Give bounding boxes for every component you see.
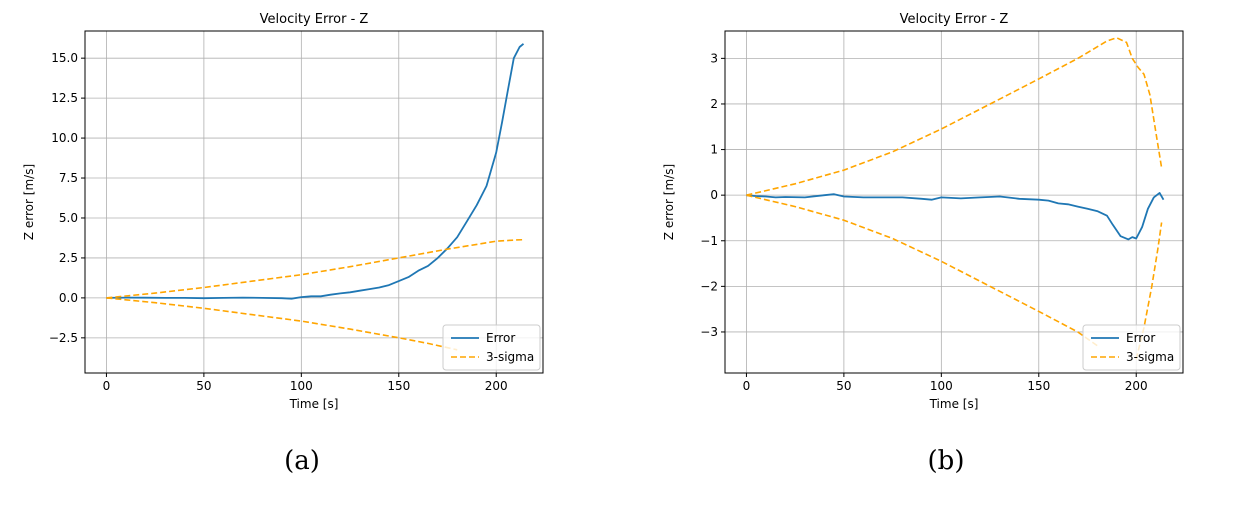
- legend-label-3-sigma: 3-sigma: [1126, 350, 1174, 364]
- legend-box: [1082, 324, 1181, 371]
- y-tick-label: −1: [700, 234, 718, 248]
- series-line-3-sigma: [746, 36, 1163, 196]
- y-tick-label: 3: [710, 51, 718, 65]
- y-tick-label: −3: [700, 325, 718, 339]
- x-tick-label: 50: [836, 379, 851, 393]
- x-tick-label: 100: [930, 379, 953, 393]
- x-tick-label: 0: [103, 379, 111, 393]
- caption-b: (b): [927, 446, 965, 476]
- y-tick-label: 15.0: [51, 51, 78, 65]
- y-tick-label: 2.5: [59, 251, 78, 265]
- x-tick-label: 50: [196, 379, 211, 393]
- x-axis-label: Time [s]: [929, 397, 979, 411]
- legend-label-3-sigma: 3-sigma: [486, 350, 534, 364]
- series-line-error: [106, 43, 525, 300]
- series-line-3-sigma: [106, 238, 524, 299]
- x-axis-label: Time [s]: [289, 397, 339, 411]
- y-tick-label: −2: [700, 279, 718, 293]
- y-tick-label: −2.5: [49, 331, 78, 345]
- x-tick-label: 200: [1125, 379, 1148, 393]
- series-line-3-sigma-lower: [746, 194, 1098, 347]
- chart-title: Velocity Error - Z: [260, 12, 369, 27]
- series-group: [746, 36, 1165, 360]
- legend: Error 3-sigma: [1082, 324, 1181, 371]
- x-tick-label: 150: [1027, 379, 1050, 393]
- series-line-error: [746, 191, 1165, 241]
- y-tick-label: 5.0: [59, 211, 78, 225]
- x-tick-label: 200: [485, 379, 508, 393]
- y-tick-label: 2: [710, 97, 718, 111]
- caption-a: (a): [284, 446, 320, 476]
- x-tick-label: 0: [743, 379, 751, 393]
- legend-label-error: Error: [486, 331, 515, 345]
- chart-b: 0 50 100 150 200 −3 −2 −1 0 1 2 3 Velocity Error - Z…: [662, 12, 1184, 411]
- y-tick-label: 1: [710, 143, 718, 157]
- x-tick-label: 150: [387, 379, 410, 393]
- y-tick-label: 0: [710, 188, 718, 202]
- legend: Error 3-sigma: [442, 324, 541, 371]
- series-group: [106, 43, 525, 351]
- y-tick-label: 0.0: [59, 291, 78, 305]
- chart-a: 0 50 100 150 200 −2.5 0.0 2.5 5.0 7.5 10.0 12.5 15.0…: [22, 12, 544, 411]
- y-tick-label: 10.0: [51, 131, 78, 145]
- axes-frame: [724, 30, 1184, 374]
- legend-box: [442, 324, 541, 371]
- y-tick-label: 12.5: [51, 91, 78, 105]
- y-axis-label: Z error [m/s]: [662, 164, 676, 240]
- legend-label-error: Error: [1126, 331, 1155, 345]
- y-tick-label: 7.5: [59, 171, 78, 185]
- series-line-3-sigma-lower: [106, 297, 458, 351]
- y-axis-label: Z error [m/s]: [22, 164, 36, 240]
- x-tick-label: 100: [290, 379, 313, 393]
- chart-title: Velocity Error - Z: [900, 12, 1009, 27]
- axes-frame: [84, 30, 544, 374]
